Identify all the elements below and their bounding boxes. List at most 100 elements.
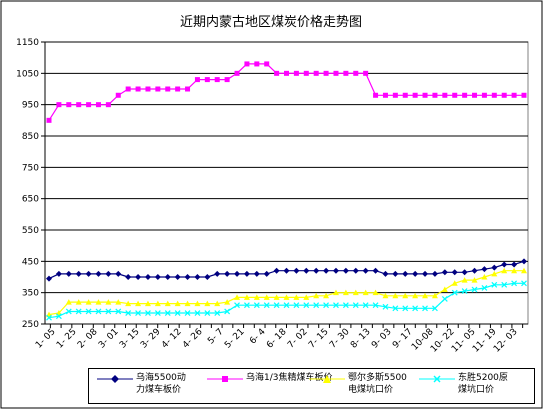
data-point [253,270,260,277]
data-point [224,299,231,305]
data-point [511,92,517,98]
data-point [471,267,478,274]
legend-label-series-3: 鄂尔多斯5500 电煤坑口价 [348,373,407,395]
y-tick-label: 350 [22,289,39,299]
data-point [363,70,369,76]
data-point [333,70,339,76]
data-point [263,294,270,300]
data-point [441,286,448,293]
data-point [283,267,290,274]
data-point [135,274,142,280]
series-group [46,61,527,321]
data-point [164,300,171,307]
data-point [135,300,142,307]
data-point [75,270,82,277]
data-point [85,270,92,277]
data-point [491,281,498,288]
data-point [224,77,230,83]
data-point [194,300,201,307]
data-point [382,292,389,299]
data-point [362,302,369,309]
data-point [145,310,151,316]
data-point [174,300,181,307]
data-point [165,86,171,92]
data-point [46,117,52,123]
data-point [243,270,250,277]
data-point [392,92,398,98]
y-tick-label: 250 [22,320,39,330]
data-point [95,270,102,277]
data-point [323,70,329,76]
data-point [125,274,132,280]
data-point [442,92,448,98]
data-point [422,292,429,299]
y-tick-label: 550 [22,226,39,236]
data-point [451,280,458,286]
data-point [174,310,181,316]
data-point [164,274,171,280]
data-point [392,270,399,277]
data-point [342,289,349,296]
data-point [253,302,260,309]
data-point [462,92,468,98]
data-point [342,302,349,309]
data-point [144,300,151,307]
data-point [313,267,320,274]
data-point [441,296,448,302]
data-point [105,102,111,108]
data-point [352,289,359,296]
data-point [293,294,300,300]
data-point [392,292,399,299]
data-point [243,302,250,309]
data-point [461,288,468,295]
data-point [154,274,161,280]
data-point [412,92,418,98]
plot-area [44,41,529,325]
data-point [303,70,309,76]
data-point [194,274,201,280]
data-point [491,270,498,277]
data-point [362,289,369,296]
data-point [105,299,112,305]
data-point [65,270,72,277]
data-point [65,299,72,305]
legend-label-series-1: 乌海5500动 力煤车板价 [136,373,186,395]
data-point [501,261,508,268]
data-point [342,267,349,274]
data-point [115,270,122,277]
legend-swatch-series-4 [419,375,455,383]
data-point [343,70,349,76]
data-point [402,305,409,312]
data-point [175,86,181,92]
data-point [204,77,210,83]
data-point [135,86,141,92]
data-point [174,274,181,280]
data-point [293,70,299,76]
data-point [422,270,429,277]
data-point [264,61,270,67]
data-point [313,292,320,299]
data-point [204,300,211,307]
data-point [55,313,62,320]
data-point [204,310,211,316]
data-point [56,102,62,108]
data-point [352,267,359,274]
data-point [76,102,82,108]
data-point [283,302,290,309]
data-point [214,77,220,83]
data-point [481,274,488,280]
data-point [273,267,280,274]
data-point [313,70,319,76]
data-point [194,77,200,83]
data-point [46,314,52,321]
data-point [333,302,339,309]
legend-swatch-series-2 [207,376,243,382]
data-point [46,275,52,282]
data-point [373,92,379,98]
data-point [431,270,438,277]
data-point [194,310,201,316]
data-point [115,92,121,98]
data-point [323,267,330,274]
data-point [234,294,241,300]
